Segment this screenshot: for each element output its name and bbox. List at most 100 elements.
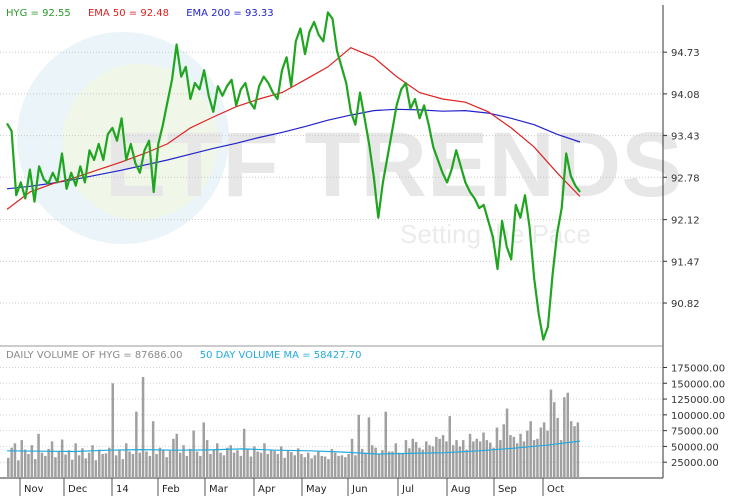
volume-bar xyxy=(182,445,185,478)
volume-axis-ticks: 175000.00 150000.00 125000.00 100000.00 7500… xyxy=(663,363,725,469)
legend-daily-volume: DAILY VOLUME OF HYG = 87686.00 xyxy=(6,350,183,361)
volume-bar xyxy=(357,414,360,478)
volume-bar xyxy=(128,451,131,478)
volume-bar xyxy=(172,438,175,478)
volume-bar xyxy=(391,451,394,478)
volume-bar xyxy=(232,452,236,478)
volume-bar xyxy=(195,451,199,478)
price-tick-label: 94.73 xyxy=(671,48,700,59)
month-tick-label: Apr xyxy=(258,484,276,495)
month-tick-label: 14 xyxy=(116,484,129,495)
volume-bar xyxy=(505,408,509,478)
volume-bar xyxy=(323,456,327,478)
legend-ema200: EMA 200 = 93.33 xyxy=(186,8,273,19)
volume-bar xyxy=(118,450,121,478)
volume-bar xyxy=(482,432,485,478)
volume-bar xyxy=(98,449,101,478)
price-tick-label: 93.43 xyxy=(671,132,700,143)
volume-bar xyxy=(354,455,357,478)
price-tick-label: 94.08 xyxy=(671,90,700,101)
volume-bar xyxy=(54,457,57,478)
volume-bar xyxy=(34,459,37,478)
volume-bar xyxy=(199,455,202,478)
volume-bar xyxy=(37,433,40,478)
volume-bar xyxy=(559,440,563,478)
volume-bar xyxy=(219,452,222,478)
volume-bar xyxy=(569,421,573,478)
volume-bar xyxy=(307,452,310,478)
volume-bar xyxy=(522,441,526,478)
volume-bar xyxy=(259,452,263,478)
volume-gridlines xyxy=(0,366,663,463)
volume-bar xyxy=(290,452,293,478)
volume-bar xyxy=(381,450,384,478)
volume-bar xyxy=(229,445,232,478)
volume-bar xyxy=(87,452,91,478)
volume-bar xyxy=(529,421,532,478)
hyg-price-line xyxy=(6,11,581,341)
volume-bar xyxy=(71,459,74,478)
month-tick-label: Feb xyxy=(162,484,180,495)
volume-bar xyxy=(371,445,374,478)
volume-tick-label: 125000.00 xyxy=(671,395,725,406)
volume-bar xyxy=(108,447,111,478)
volume-bar xyxy=(84,458,87,478)
volume-bar xyxy=(333,452,337,478)
volume-bar xyxy=(408,448,411,478)
volume-bar xyxy=(425,441,428,478)
volume-bar xyxy=(404,440,408,478)
volume-bar xyxy=(165,457,168,478)
volume-legend: DAILY VOLUME OF HYG = 87686.00 50 DAY VO… xyxy=(6,350,361,361)
volume-bar xyxy=(367,417,371,478)
volume-bar xyxy=(468,433,472,478)
volume-bar xyxy=(253,446,256,478)
volume-tick-label: 50000.00 xyxy=(671,442,719,453)
volume-ma-line xyxy=(6,440,581,455)
month-axis-ticks: Nov Dec 14 Feb Mar Apr May Jun Jul Aug Sep Oct xyxy=(19,478,564,496)
volume-tick-label: 100000.00 xyxy=(671,411,725,422)
volume-bar xyxy=(269,449,273,478)
volume-bar xyxy=(563,397,566,478)
volume-bar xyxy=(121,459,125,478)
volume-bar xyxy=(532,440,536,478)
volume-bar xyxy=(337,455,340,478)
month-tick-label: Oct xyxy=(547,484,564,495)
volume-bar xyxy=(360,448,364,478)
volume-bar xyxy=(280,446,283,478)
month-tick-label: Sep xyxy=(498,484,517,495)
volume-bar xyxy=(47,448,50,478)
volume-bar xyxy=(23,449,27,478)
volume-bar xyxy=(50,441,54,478)
volume-bar xyxy=(74,443,77,478)
volume-bar xyxy=(344,457,347,478)
volume-bar xyxy=(414,442,418,478)
volume-tick-label: 150000.00 xyxy=(671,379,725,390)
volume-bar xyxy=(549,389,553,478)
volume-bar xyxy=(364,452,367,478)
volume-bar xyxy=(451,445,455,478)
volume-bar xyxy=(239,455,243,478)
volume-bar xyxy=(256,451,259,478)
volume-bar xyxy=(114,455,118,478)
volume-bar xyxy=(573,426,576,478)
price-gridlines xyxy=(0,51,663,304)
volume-bar xyxy=(57,451,61,478)
volume-bar xyxy=(185,455,189,478)
volume-bar xyxy=(168,450,172,478)
volume-bar xyxy=(125,443,128,478)
volume-bar xyxy=(398,452,401,478)
volume-bar xyxy=(489,442,492,478)
volume-bar xyxy=(546,430,549,478)
watermark-globe-inner xyxy=(62,64,218,220)
volume-bar xyxy=(492,447,495,478)
volume-bar xyxy=(20,440,23,478)
ema200-line xyxy=(6,108,581,190)
volume-bar xyxy=(478,441,482,478)
volume-bar xyxy=(462,440,465,478)
volume-bar xyxy=(10,447,13,478)
volume-bar xyxy=(145,451,148,478)
volume-bar xyxy=(310,458,313,478)
volume-bar xyxy=(30,445,34,478)
volume-bar xyxy=(91,445,94,478)
